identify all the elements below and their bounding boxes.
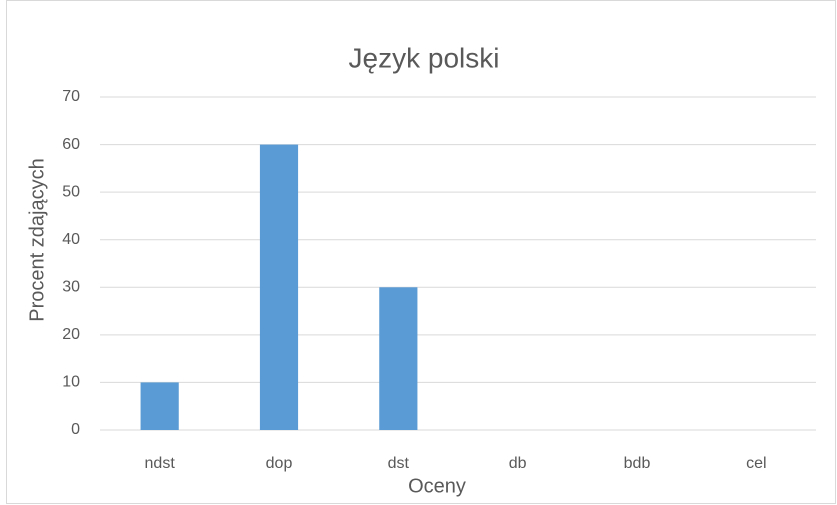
x-tick-label: dop: [266, 455, 293, 472]
x-axis-label: Oceny: [408, 475, 466, 497]
chart-frame: [6, 0, 836, 504]
x-tick-label: dst: [388, 455, 410, 472]
y-tick-label: 10: [62, 374, 80, 391]
bar: [140, 382, 179, 430]
y-tick-label: 0: [71, 421, 80, 438]
y-tick-label: 60: [62, 136, 80, 153]
x-tick-label: ndst: [145, 455, 176, 472]
bar: [259, 144, 299, 431]
x-tick-label: db: [509, 455, 527, 472]
y-tick-label: 30: [62, 279, 80, 296]
y-tick-label: 70: [62, 88, 80, 105]
bar: [379, 287, 418, 430]
y-tick-label: 20: [62, 326, 80, 343]
y-axis-label: Procent zdających: [26, 158, 48, 321]
y-tick-label: 50: [62, 183, 80, 200]
y-tick-label: 40: [62, 231, 80, 248]
x-tick-label: bdb: [624, 455, 651, 472]
x-tick-label: cel: [746, 455, 766, 472]
chart-title: Język polski: [349, 42, 500, 73]
